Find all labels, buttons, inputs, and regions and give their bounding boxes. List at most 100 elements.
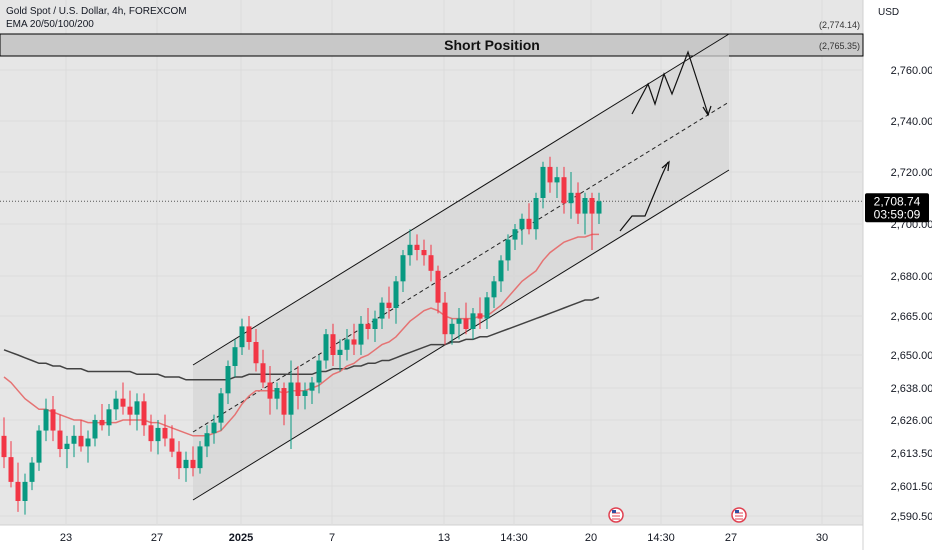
us-flag-event-icon[interactable] xyxy=(608,507,624,523)
candle-body xyxy=(505,239,511,261)
candle-body xyxy=(407,244,413,256)
candle-body xyxy=(372,318,378,329)
candle-body xyxy=(512,229,518,240)
channel-lower-line[interactable] xyxy=(192,169,730,501)
candle-body xyxy=(393,281,399,308)
candle-body xyxy=(568,192,574,204)
currency-label[interactable]: USD xyxy=(878,7,899,18)
candle-body xyxy=(589,198,595,214)
candle-body xyxy=(176,451,182,469)
price-tick-label: 2,601.50 xyxy=(891,481,932,493)
candle-body xyxy=(141,401,147,426)
channel-upper-line[interactable] xyxy=(192,33,730,366)
candle-body xyxy=(428,255,434,271)
candle-body xyxy=(1,435,7,458)
candle-body xyxy=(57,430,63,450)
candle-body xyxy=(414,244,420,250)
time-tick-label: 27 xyxy=(725,532,737,544)
candle-body xyxy=(274,388,280,399)
candle-body xyxy=(540,166,546,198)
indicator-title[interactable]: EMA 20/50/100/200 xyxy=(6,19,94,30)
candle-body xyxy=(50,409,56,431)
price-tick-label: 2,590.50 xyxy=(891,511,932,523)
candle-body xyxy=(29,462,35,482)
candle-body xyxy=(92,420,98,439)
candle-body xyxy=(358,323,364,345)
candle-body xyxy=(554,177,560,183)
short-position-label: Short Position xyxy=(444,37,540,53)
candle-body xyxy=(526,218,532,230)
price-tick-label: 2,638.00 xyxy=(891,383,932,395)
candle-body xyxy=(162,427,168,439)
candle-body xyxy=(36,430,42,463)
time-tick-label: 30 xyxy=(816,532,828,544)
candle-body xyxy=(400,255,406,282)
candle-body xyxy=(582,198,588,214)
candle-body xyxy=(127,406,133,415)
last-price-value: 2,708.74 xyxy=(874,194,921,208)
time-axis[interactable]: 23 27 2025 7 13 14:30 20 14:30 27 30 xyxy=(60,532,828,544)
candle-body xyxy=(344,339,350,350)
candle-body xyxy=(379,302,385,319)
candle-body xyxy=(498,260,504,282)
time-tick-label: 20 xyxy=(585,532,597,544)
ema-slow-line xyxy=(3,296,600,381)
candle-body xyxy=(134,401,140,415)
last-price-box xyxy=(865,193,929,223)
candle-body xyxy=(365,323,371,329)
candle-body xyxy=(225,366,231,394)
symbol-title[interactable]: Gold Spot / U.S. Dollar, 4h, FOREXCOM xyxy=(6,6,187,17)
candle-body xyxy=(239,326,245,348)
us-flag-event-icon[interactable] xyxy=(731,507,747,523)
candle-body xyxy=(211,422,217,434)
candle-body xyxy=(309,382,315,391)
candle-body xyxy=(575,192,581,214)
candle-body xyxy=(316,360,322,383)
candle-body xyxy=(267,382,273,399)
price-tick-label: 2,720.00 xyxy=(891,167,932,179)
candle-body xyxy=(43,409,49,431)
time-tick-label: 13 xyxy=(438,532,450,544)
candle-body xyxy=(78,435,84,447)
candle-body xyxy=(330,334,336,355)
candle-body xyxy=(22,481,28,501)
price-tick-label: 2,680.00 xyxy=(891,271,932,283)
candle-body xyxy=(281,388,287,415)
candle-body xyxy=(246,326,252,342)
projection-path-reversal xyxy=(631,50,709,115)
price-tick-label: 2,740.00 xyxy=(891,116,932,128)
candles xyxy=(1,156,602,515)
short-position-zone[interactable]: Short Position (2,774.14) (2,765.35) xyxy=(0,20,864,57)
candle-body xyxy=(113,398,119,410)
candle-body xyxy=(547,166,553,183)
candle-body xyxy=(15,481,21,501)
arrow-head-up xyxy=(661,160,670,172)
price-axis[interactable]: 2,760.002,740.002,720.002,700.002,680.00… xyxy=(891,65,932,523)
price-axis-background xyxy=(863,0,932,550)
candle-body xyxy=(323,334,329,361)
candle-body xyxy=(218,393,224,423)
candle-body xyxy=(190,459,196,469)
candle-body xyxy=(232,347,238,366)
parallel-channel[interactable] xyxy=(193,34,729,500)
candle-body xyxy=(64,443,70,450)
candle-body xyxy=(533,198,539,230)
price-tick-label: 2,760.00 xyxy=(891,65,932,77)
candle-body xyxy=(253,342,259,364)
candle-body xyxy=(561,177,567,204)
candle-body xyxy=(470,313,476,329)
time-tick-label: 14:30 xyxy=(647,532,675,544)
candle-body xyxy=(260,363,266,383)
price-tick-label: 2,665.00 xyxy=(891,311,932,323)
candle-body xyxy=(477,313,483,319)
price-tick-label: 2,613.50 xyxy=(891,448,932,460)
time-tick-label: 14:30 xyxy=(500,532,528,544)
candle-body xyxy=(169,438,175,452)
short-position-box[interactable] xyxy=(0,33,864,57)
candle-body xyxy=(351,339,357,345)
candle-body xyxy=(519,218,525,230)
projection-arrows[interactable] xyxy=(619,50,712,232)
candle-body xyxy=(456,318,462,324)
event-icons[interactable] xyxy=(608,507,747,523)
